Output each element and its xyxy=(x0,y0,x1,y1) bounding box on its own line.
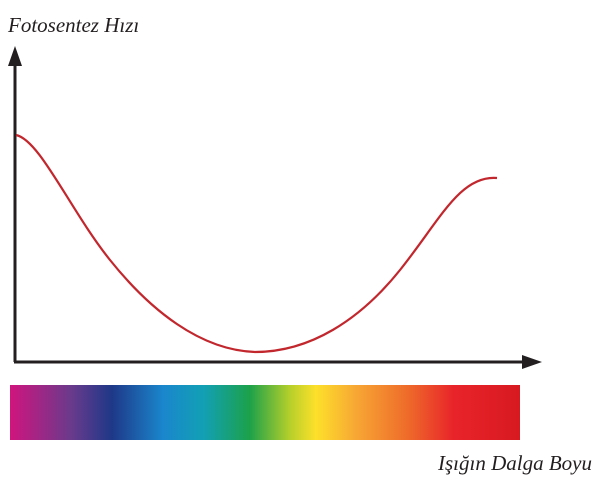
x-axis-label: Işığın Dalga Boyu xyxy=(437,451,592,475)
light-spectrum xyxy=(10,385,520,440)
x-axis-arrow xyxy=(522,355,542,369)
y-axis-arrow xyxy=(8,46,22,66)
y-axis-label: Fotosentez Hızı xyxy=(7,13,139,37)
rate-curve xyxy=(15,133,498,354)
